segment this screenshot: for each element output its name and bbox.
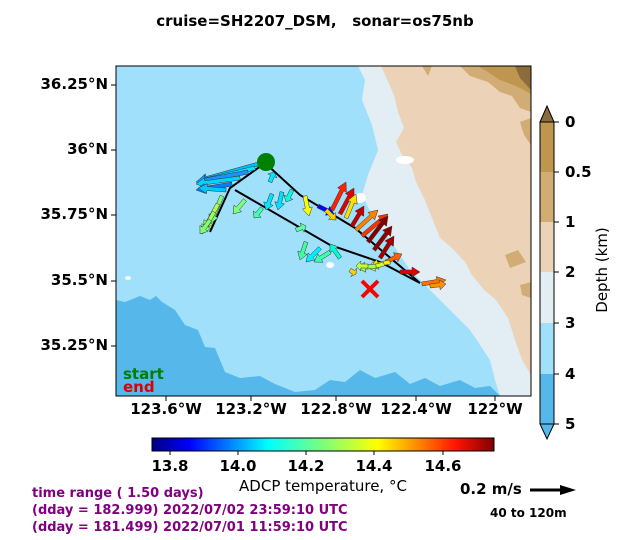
dday-start-text: (dday = 181.499) 2022/07/01 11:59:10 UTC [32,520,348,535]
start-marker [257,153,275,171]
axis-ticks [111,84,496,401]
scale-label: 0.2 m/s [460,480,522,498]
temp-colorbar-title: ADCP temperature, °C [239,477,407,495]
lat-label-36: 36°N [67,140,108,158]
end-legend-label: end [123,378,155,396]
seamount-small [326,262,334,268]
velocity-arrow [399,266,421,278]
temp-tick-14-4: 14.4 [355,457,393,475]
velocity-arrow [429,279,447,291]
velocity-arrow [324,208,337,221]
velocity-arrow [199,218,212,235]
velocity-arrow [232,198,247,215]
coast-notch [396,156,414,164]
depth-tick-3: 3 [565,314,576,332]
velocity-arrow [195,175,241,189]
plot-title: cruise=SH2207_DSM, sonar=os75nb [156,12,474,30]
time-range-text: time range ( 1.50 days) [32,486,204,501]
seamount-west [125,276,131,280]
velocity-arrow [372,225,393,252]
temp-tick-14-2: 14.2 [287,457,325,475]
lon-label-122: 122°W [467,400,523,418]
velocity-arrow [313,249,332,263]
depth-tick-1: 1 [565,213,576,231]
start-legend-label: start [123,365,164,383]
lat-label-35-75: 35.75°N [40,205,109,223]
lat-label-35-25: 35.25°N [40,336,109,354]
velocity-arrow [366,215,389,244]
velocity-arrow [297,241,309,261]
velocity-arrow [329,243,342,260]
land-patch-north [422,66,432,76]
land-high [478,66,531,94]
depth-tick-0: 0 [565,113,576,131]
velocity-arrow [197,183,227,195]
land-patch-east [520,118,531,145]
lon-label-122-4: 122.4°W [380,400,452,418]
temp-tick-14-6: 14.6 [424,457,462,475]
deep-water [116,296,500,396]
velocity-arrow [348,267,357,278]
scale-arrow [530,485,576,495]
depth-tick-2: 2 [565,263,576,281]
velocity-arrow [302,195,313,217]
velocity-arrow [349,205,365,228]
depth-range-label: 40 to 120m [490,506,567,520]
lat-label-35-5: 35.5°N [50,271,108,289]
land-patch-southeast [505,250,526,268]
lon-label-123-2: 123.2°W [215,400,287,418]
map-area [116,66,531,396]
lon-label-122-8: 122.8°W [300,400,372,418]
end-marker [360,279,380,299]
depth-colorbar-title: Depth (km) [593,227,611,313]
depth-tick-0-5: 0.5 [565,163,592,181]
velocity-arrow [294,222,307,233]
velocity-arrow [343,193,358,220]
depth-tick-4: 4 [565,365,576,383]
temp-tick-13-8: 13.8 [151,457,189,475]
velocity-arrow [355,260,369,272]
velocity-arrow [252,206,264,219]
map-frame [115,65,532,397]
velocity-arrow [274,191,286,211]
velocity-arrow [377,235,395,260]
lon-label-123-6: 123.6°W [130,400,202,418]
velocity-vectors [195,160,447,291]
velocity-arrow [329,181,347,212]
temp-tick-14-0: 14.0 [219,457,257,475]
deep-patch [130,312,142,330]
depth-colorbar [539,104,559,441]
velocity-arrow [354,209,379,232]
dday-end-text: (dday = 182.999) 2022/07/02 23:59:10 UTC [32,503,348,518]
velocity-arrow [267,171,278,184]
velocity-arrow [263,192,275,211]
land-peak [515,66,531,90]
depth-tick-5: 5 [565,415,576,433]
land-0-1km [381,66,531,375]
temperature-colorbar [151,437,495,455]
velocity-arrow [283,188,295,203]
velocity-arrow [305,246,322,263]
land-patch-south [520,282,531,298]
lat-label-36-25: 36.25°N [40,75,109,93]
